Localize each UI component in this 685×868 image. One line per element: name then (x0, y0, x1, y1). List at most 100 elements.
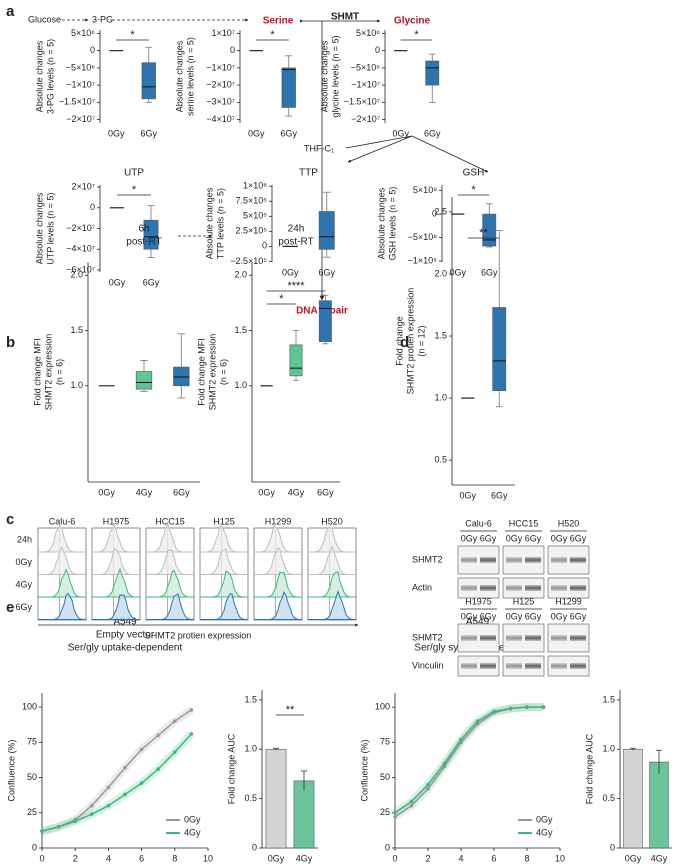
x-tick-label: 10 (555, 853, 565, 863)
x-tick-label: 4Gy (296, 853, 313, 863)
histogram (307, 526, 356, 553)
series-point (73, 819, 77, 824)
histogram (200, 570, 249, 598)
chart-title: GSH (463, 168, 485, 179)
histogram (308, 571, 357, 598)
y-axis-label: Absolute changes (34, 192, 44, 264)
pathway-arrows (62, 18, 489, 301)
legend-label: 4Gy (184, 827, 201, 837)
series-point (156, 733, 160, 738)
panel-label: b (6, 334, 15, 351)
y-tick-label: 50 (27, 772, 37, 782)
y-tick-label: 0.5 (244, 793, 257, 803)
chart-title: 6h (138, 224, 149, 235)
y-axis-label: TTP levels (n = 5) (215, 188, 225, 259)
row-label: 4Gy (15, 579, 32, 589)
blot-band (525, 585, 541, 591)
y-tick-label: 1.5 (70, 325, 83, 335)
x-tick-label: 6Gy (491, 490, 508, 500)
x-tick-label: 6Gy (318, 267, 335, 277)
blot-frame (457, 655, 500, 677)
y-tick-label: 0 (262, 241, 267, 251)
y-tick-label: 5×10⁵ (243, 211, 267, 221)
y-tick-label: 2.0 (70, 270, 83, 280)
y-tick-label: 0 (375, 45, 380, 55)
lane-label: 0Gy (506, 533, 523, 543)
box (289, 344, 303, 377)
y-tick-label: 1×10⁶ (243, 181, 267, 191)
series-point (90, 803, 94, 808)
x-tick-label: 0Gy (459, 490, 476, 500)
y-tick-label: −4×10⁷ (66, 244, 95, 254)
blot-row-label: Actin (412, 582, 432, 592)
column-label: Calu-6 (49, 516, 76, 526)
panel-label: a (6, 3, 15, 20)
histogram (254, 590, 303, 620)
y-tick-label: 100 (375, 701, 390, 711)
y-tick-label: 2.0 (234, 270, 247, 280)
blot-band (480, 557, 496, 563)
y-axis-label: UTP levels (n = 5) (45, 192, 55, 264)
x-tick-label: 4 (458, 853, 463, 863)
y-tick-label: 2.5×10⁵ (235, 226, 267, 236)
series-point (173, 719, 177, 723)
y-axis-label: Fold change AUC (584, 733, 594, 804)
y-tick-label: 25 (27, 807, 37, 817)
blot-band (506, 585, 522, 591)
column-label: H520 (321, 516, 343, 526)
cell-line-label: H520 (558, 518, 580, 528)
histogram (200, 548, 248, 575)
y-axis-label: glycine levels (n = 5) (330, 35, 340, 117)
pathway-node: 3-PG (92, 14, 113, 24)
histogram (308, 545, 356, 575)
lane-label: 6Gy (570, 533, 587, 543)
y-tick-label: 0 (32, 842, 37, 852)
y-tick-label: 0 (90, 45, 95, 55)
blot-row-label: SHMT2 (412, 554, 443, 564)
x-tick-label: 6Gy (317, 487, 334, 497)
bar (265, 748, 287, 849)
histogram (146, 569, 195, 598)
y-axis-label: GSH levels (n = 5) (387, 187, 397, 261)
chart-title: A549 (113, 617, 137, 628)
lane-label: 6Gy (480, 533, 497, 543)
cell-line-label: HCC15 (509, 518, 539, 528)
blot-band (551, 585, 567, 591)
y-tick-label: 0 (252, 842, 257, 852)
blot-frame (502, 577, 545, 599)
x-tick-label: 4Gy (288, 487, 305, 497)
blot-band (525, 663, 541, 669)
chart-title: Ser/gly uptake-dependent (68, 643, 183, 654)
x-tick-label: 0 (39, 853, 44, 863)
series-point (123, 792, 127, 797)
series-point (409, 799, 414, 804)
y-tick-label: 0.5 (434, 455, 447, 465)
chart-title: 24h (288, 224, 305, 235)
blot-band (570, 635, 586, 641)
lane-label: 0Gy (551, 533, 568, 543)
x-tick-label: 0Gy (268, 853, 285, 863)
x-tick-label: 0Gy (625, 853, 642, 863)
lane-label: 6Gy (480, 611, 497, 621)
x-tick-label: 0Gy (449, 267, 466, 277)
y-axis-label: (n = 12) (416, 325, 426, 356)
series-ribbon (41, 706, 194, 835)
series-point (56, 825, 61, 829)
y-tick-label: −5×10⁸ (408, 232, 438, 242)
bar (293, 780, 315, 849)
y-tick-label: 75 (380, 737, 390, 747)
y-tick-label: 100 (22, 701, 37, 711)
y-tick-label: 5×10⁸ (413, 185, 437, 195)
x-tick-label: 6Gy (173, 487, 190, 497)
y-tick-label: 1.5 (434, 330, 447, 340)
histogram (254, 547, 302, 575)
y-tick-label: 0.5 (602, 793, 615, 803)
y-tick-label: 1.0 (602, 744, 615, 754)
x-tick-label: 6Gy (140, 128, 157, 138)
series-point (475, 719, 480, 723)
column-label: H1299 (265, 516, 292, 526)
bar (623, 748, 643, 849)
blot-row-label: SHMT2 (412, 632, 443, 642)
pathway-node: THF-C₁ (304, 143, 334, 153)
